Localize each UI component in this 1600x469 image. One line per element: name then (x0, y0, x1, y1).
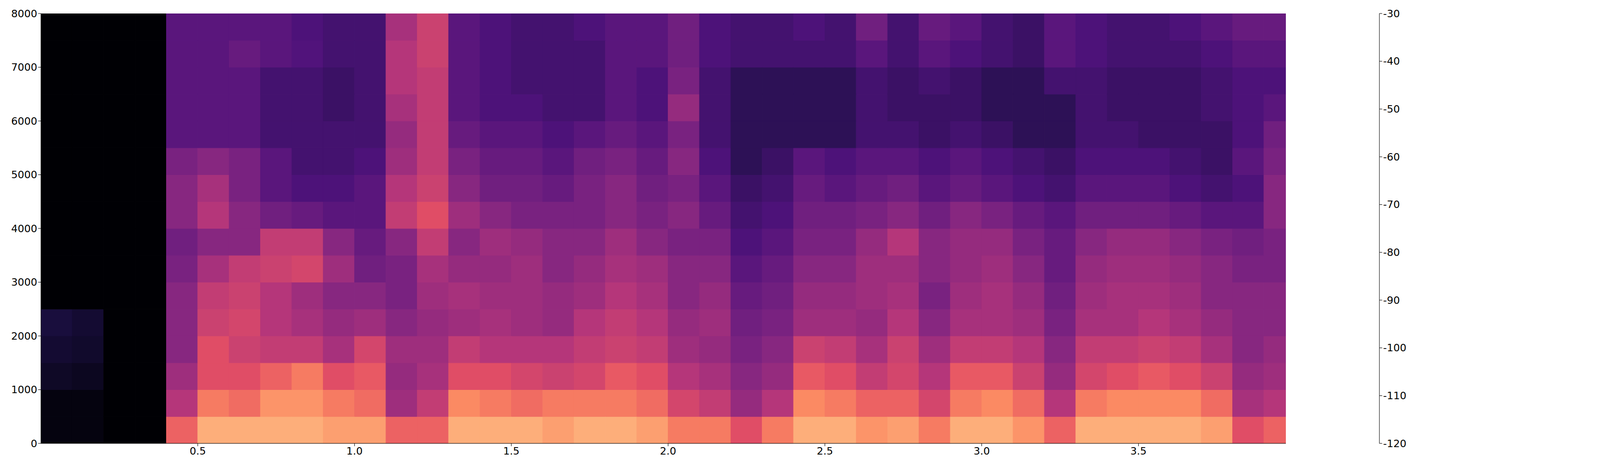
svg-text:3000: 3000 (11, 276, 38, 289)
svg-text:2.5: 2.5 (816, 445, 834, 458)
svg-text:0.5: 0.5 (189, 445, 206, 458)
svg-text:4000: 4000 (11, 222, 38, 235)
svg-text:1000: 1000 (11, 383, 38, 396)
svg-text:8000: 8000 (11, 7, 38, 20)
svg-text:-100: -100 (1383, 342, 1407, 354)
svg-text:-120: -120 (1383, 437, 1407, 450)
svg-text:7000: 7000 (11, 61, 38, 74)
svg-text:-40: -40 (1383, 55, 1400, 68)
svg-text:-50: -50 (1383, 103, 1400, 115)
svg-text:6000: 6000 (11, 115, 38, 128)
svg-text:2000: 2000 (11, 330, 38, 343)
svg-text:-60: -60 (1383, 151, 1400, 163)
svg-text:2.0: 2.0 (659, 445, 677, 458)
svg-text:1.5: 1.5 (503, 445, 520, 458)
svg-text:-70: -70 (1383, 198, 1400, 211)
svg-text:-90: -90 (1383, 294, 1400, 307)
svg-text:3.5: 3.5 (1130, 445, 1147, 458)
svg-text:-30: -30 (1383, 7, 1400, 20)
svg-text:-110: -110 (1383, 389, 1407, 402)
svg-text:5000: 5000 (11, 168, 38, 181)
svg-text:3.0: 3.0 (973, 445, 990, 458)
svg-text:-80: -80 (1383, 246, 1400, 259)
svg-text:1.0: 1.0 (346, 445, 363, 458)
svg-text:0: 0 (30, 437, 38, 450)
